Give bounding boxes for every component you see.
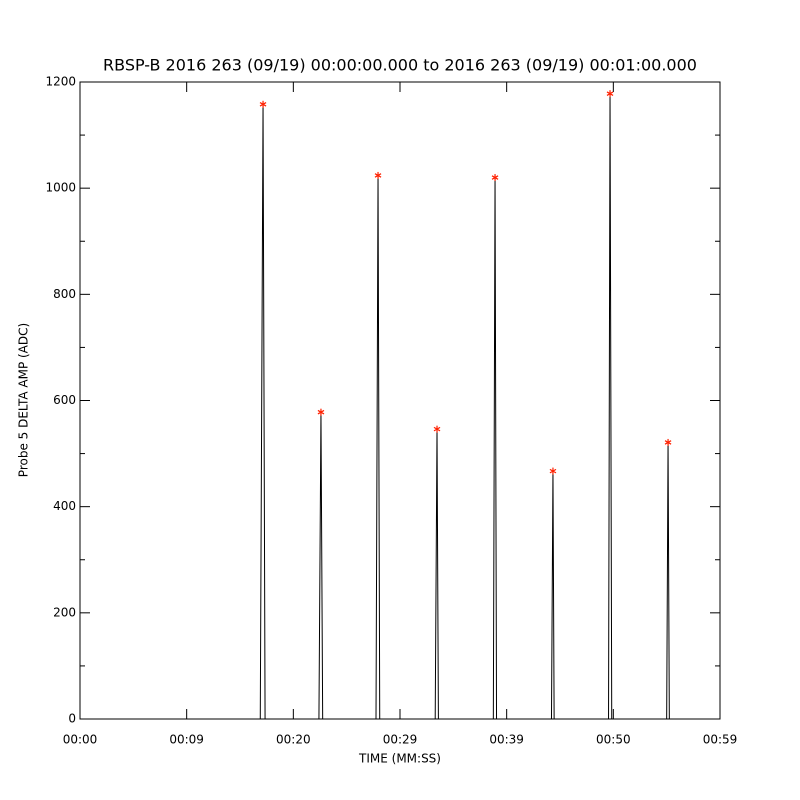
marker-stroke [664,440,672,445]
x-axis-title: TIME (MM:SS) [358,752,441,766]
x-tick-label: 00:00 [63,733,98,747]
y-tick-label: 400 [53,499,76,513]
marker-stroke [433,426,441,432]
y-tick-label: 0 [68,712,76,726]
peak-marker [259,100,267,108]
marker-stroke [606,91,614,96]
chart-title: RBSP-B 2016 263 (09/19) 00:00:00.000 to … [103,56,697,75]
peak-marker [491,174,499,182]
peak-marker [317,408,325,416]
marker-stroke [374,173,382,178]
x-tick-label: 00:50 [596,733,631,747]
y-tick-label: 800 [53,287,76,301]
x-tick-label: 00:59 [703,733,738,747]
peak-marker [664,438,672,446]
x-tick-label: 00:20 [276,733,311,747]
data-line [80,93,720,720]
y-tick-label: 600 [53,393,76,407]
marker-stroke [259,102,267,107]
x-tick-label: 00:29 [383,733,418,747]
y-tick-label: 1000 [45,181,76,195]
y-tick-label: 200 [53,605,76,619]
y-axis-title: Probe 5 DELTA AMP (ADC) [17,323,31,477]
y-tick-label: 1200 [45,75,76,89]
marker-stroke [317,409,325,415]
marker-stroke [491,175,499,180]
peak-marker [433,425,441,433]
peak-marker [549,467,557,475]
x-tick-label: 00:09 [169,733,204,747]
peak-marker [374,171,382,179]
peak-marker [606,90,614,98]
marker-stroke [549,468,557,474]
x-tick-label: 00:39 [489,733,524,747]
